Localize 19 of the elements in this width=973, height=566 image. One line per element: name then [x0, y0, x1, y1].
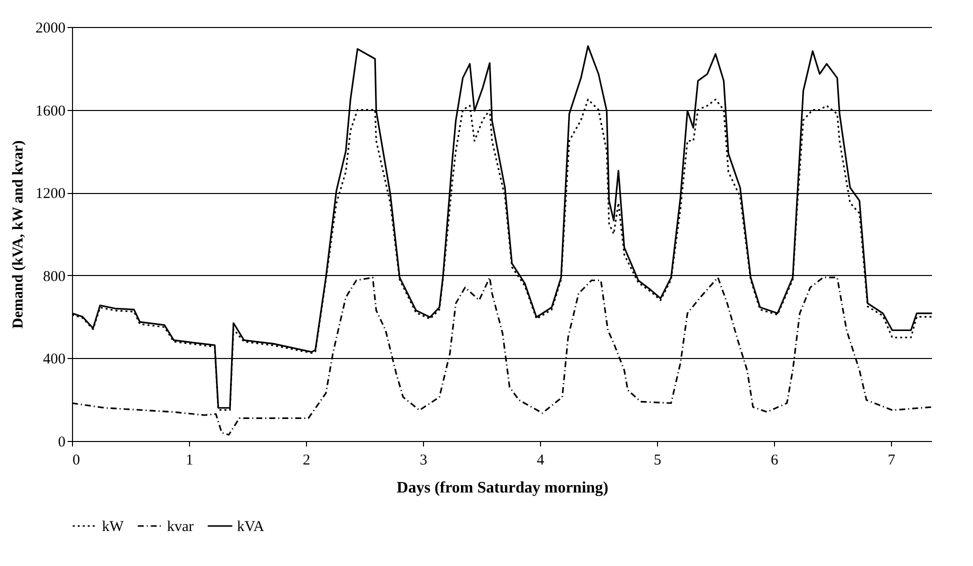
x-axis-title: Days (from Saturday morning) — [396, 480, 608, 496]
legend-label: kW — [102, 519, 124, 535]
y-tick-label: 2000 — [36, 20, 66, 36]
y-tick-label: 800 — [43, 268, 66, 285]
legend-label: kVA — [237, 519, 264, 535]
y-tick-label: 400 — [43, 352, 66, 368]
y-tick-label: 1600 — [36, 103, 66, 120]
x-tick-label: 0 — [72, 452, 80, 468]
x-tick-label: 1 — [186, 452, 194, 468]
y-axis-title: Demand (kVA, kW and kvar) — [10, 140, 26, 329]
x-tick-label: 4 — [536, 452, 545, 468]
x-tick-label: 6 — [770, 452, 779, 468]
x-tick-label: 7 — [888, 452, 896, 468]
x-tick-label: 2 — [302, 452, 310, 468]
x-tick-label: 3 — [420, 452, 428, 468]
legend-label: kvar — [167, 519, 194, 535]
y-tick-label: 1200 — [36, 186, 66, 202]
x-tick-label: 5 — [654, 452, 662, 468]
y-tick-label: 0 — [58, 434, 66, 450]
